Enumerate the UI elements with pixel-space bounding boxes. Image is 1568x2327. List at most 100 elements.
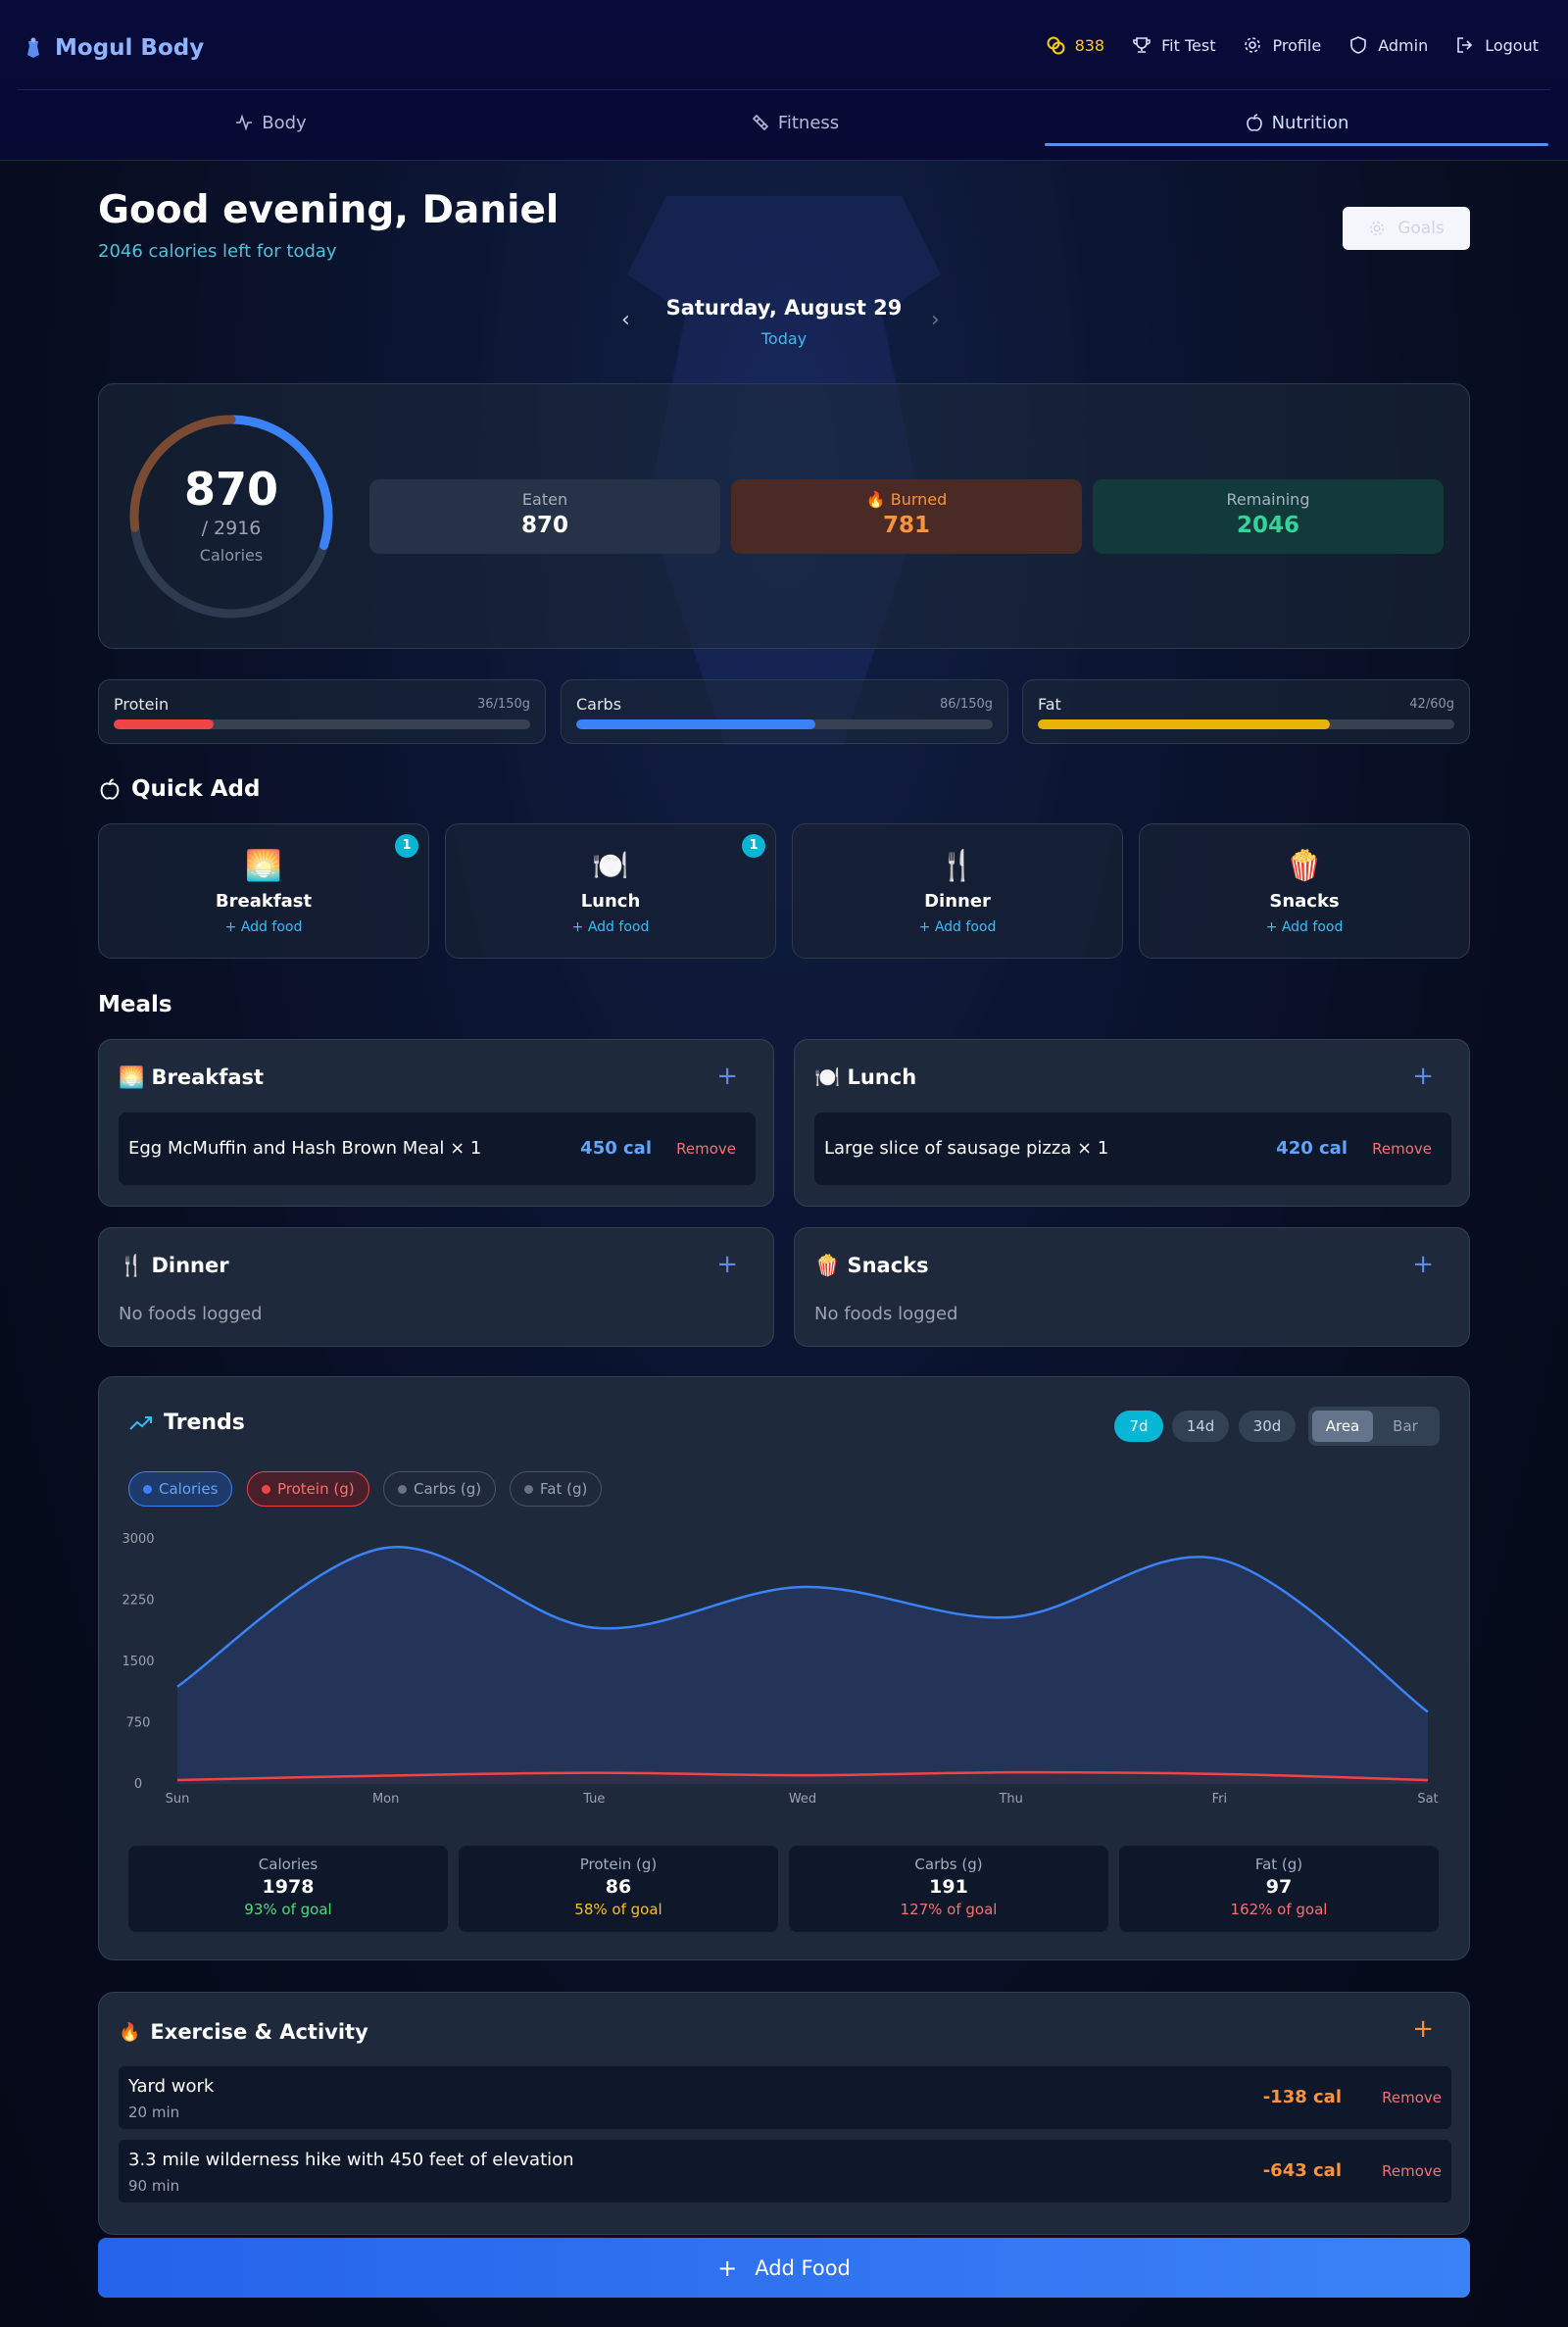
trend-stat-percent: 93% of goal xyxy=(244,1901,332,1918)
food-name: Egg McMuffin and Hash Brown Meal × 1 xyxy=(128,1138,482,1159)
series-toggle-calories[interactable]: Calories xyxy=(128,1471,233,1507)
series-toggle-fat[interactable]: Fat (g) xyxy=(510,1471,603,1507)
x-tick-label: Wed xyxy=(789,1792,816,1807)
count-badge: 1 xyxy=(742,834,765,858)
x-tick-label: Mon xyxy=(372,1792,399,1807)
add-exercise-plus-icon[interactable]: + xyxy=(1412,2014,1434,2044)
food-name: Large slice of sausage pizza × 1 xyxy=(824,1138,1109,1159)
add-lunch-plus-icon[interactable]: + xyxy=(1412,1062,1434,1091)
range-7d-button[interactable]: 7d xyxy=(1114,1411,1163,1442)
meal-card-dinner: 🍴 Dinner + No foods logged xyxy=(98,1227,774,1347)
chart-view-toggle: Area Bar xyxy=(1308,1407,1440,1446)
coins-counter[interactable]: 838 xyxy=(1046,35,1105,55)
gear-icon xyxy=(1245,37,1261,53)
goals-button-label: Goals xyxy=(1397,219,1445,238)
quick-add-name: Breakfast xyxy=(215,891,313,912)
fork-knife-icon: 🍴 xyxy=(939,849,976,883)
remove-exercise-button[interactable]: Remove xyxy=(1382,2089,1442,2106)
coins-value: 838 xyxy=(1074,35,1105,55)
exercise-row: Yard work 20 min -138 cal Remove xyxy=(119,2066,1451,2129)
calorie-summary-card: 870 / 2916 Calories Eaten 870 🔥 Burned 7… xyxy=(98,383,1470,649)
macro-name: Fat xyxy=(1038,695,1061,714)
goals-button[interactable]: Goals xyxy=(1343,207,1470,250)
burned-stat: 🔥 Burned 781 xyxy=(731,479,1082,554)
nav-profile[interactable]: Profile xyxy=(1243,35,1321,55)
trend-stat-percent: 58% of goal xyxy=(574,1901,662,1918)
series-dot xyxy=(262,1484,270,1494)
tab-body[interactable]: Body xyxy=(0,98,541,147)
top-navigation-bar: Mogul Body 838 Fit Test Profile xyxy=(0,0,1568,161)
calorie-ring xyxy=(129,415,333,619)
macro-protein: Protein 36/150g xyxy=(98,679,546,744)
shield-icon xyxy=(1350,36,1367,54)
add-food-label: Add Food xyxy=(755,2255,851,2280)
next-day-chevron-icon[interactable]: › xyxy=(931,308,940,332)
quick-add-name: Snacks xyxy=(1269,891,1340,912)
range-30d-button[interactable]: 30d xyxy=(1239,1411,1296,1442)
quick-add-lunch[interactable]: 🍽️ Lunch + Add food 1 xyxy=(445,823,776,959)
food-calories: 420 cal xyxy=(1276,1138,1348,1159)
add-food-button[interactable]: + Add Food xyxy=(98,2238,1470,2298)
quick-add-link[interactable]: + Add food xyxy=(571,919,650,935)
empty-message: No foods logged xyxy=(814,1304,958,1324)
series-line-0 xyxy=(176,1545,1429,1713)
quick-add-link[interactable]: + Add food xyxy=(224,919,303,935)
view-area-button[interactable]: Area xyxy=(1312,1411,1373,1442)
remove-exercise-button[interactable]: Remove xyxy=(1382,2162,1442,2180)
previous-day-chevron-icon[interactable]: ‹ xyxy=(621,308,630,332)
series-label: Protein (g) xyxy=(277,1480,355,1498)
nav-fit-test[interactable]: Fit Test xyxy=(1132,35,1215,55)
macro-value: 36/150g xyxy=(477,697,530,712)
x-tick-label: Thu xyxy=(998,1792,1022,1807)
meal-card-breakfast: 🌅 Breakfast + Egg McMuffin and Hash Brow… xyxy=(98,1039,774,1207)
burned-label-row: 🔥 Burned xyxy=(731,490,1082,509)
series-toggle-carbs[interactable]: Carbs (g) xyxy=(383,1471,497,1507)
nav-logout[interactable]: Logout xyxy=(1455,35,1539,55)
ring-calories-goal: / 2916 xyxy=(201,518,262,539)
tab-fitness[interactable]: Fitness xyxy=(524,98,1065,147)
remove-food-button[interactable]: Remove xyxy=(676,1140,736,1158)
series-toggle-protein[interactable]: Protein (g) xyxy=(247,1471,369,1507)
trend-stat-carbs: Carbs (g) 191 127% of goal xyxy=(789,1846,1108,1932)
nav-admin[interactable]: Admin xyxy=(1348,35,1428,55)
y-tick-label: 0 xyxy=(134,1777,142,1792)
x-tick-label: Sat xyxy=(1417,1792,1438,1807)
empty-message: No foods logged xyxy=(119,1304,263,1324)
nav-logout-label: Logout xyxy=(1485,35,1539,55)
add-snacks-plus-icon[interactable]: + xyxy=(1412,1250,1434,1279)
view-bar-button[interactable]: Bar xyxy=(1393,1417,1418,1435)
remaining-label: Remaining xyxy=(1226,490,1310,509)
food-calories: 450 cal xyxy=(580,1138,652,1159)
count-badge: 1 xyxy=(395,834,418,858)
trends-title: Trends xyxy=(164,1411,245,1435)
remove-food-button[interactable]: Remove xyxy=(1372,1140,1432,1158)
range-14d-button[interactable]: 14d xyxy=(1172,1411,1229,1442)
nav-profile-label: Profile xyxy=(1272,35,1322,55)
food-row: Egg McMuffin and Hash Brown Meal × 1 450… xyxy=(119,1113,756,1185)
exercise-row: 3.3 mile wilderness hike with 450 feet o… xyxy=(119,2140,1451,2203)
quick-add-link[interactable]: + Add food xyxy=(918,919,997,935)
quick-add-name: Lunch xyxy=(580,891,641,912)
x-tick-label: Fri xyxy=(1212,1792,1228,1807)
brand[interactable]: Mogul Body xyxy=(25,35,204,61)
quick-add-dinner[interactable]: 🍴 Dinner + Add food xyxy=(792,823,1123,959)
quick-add-link[interactable]: + Add food xyxy=(1265,919,1344,935)
add-breakfast-plus-icon[interactable]: + xyxy=(716,1062,738,1091)
tab-fitness-label: Fitness xyxy=(777,112,840,133)
quick-add-snacks[interactable]: 🍿 Snacks + Add food xyxy=(1139,823,1470,959)
today-link[interactable]: Today xyxy=(760,329,808,348)
exercise-calories: -643 cal xyxy=(1262,2160,1342,2181)
series-dot xyxy=(524,1484,533,1494)
apple-icon xyxy=(1246,114,1262,131)
meal-title: 🍽️ Lunch xyxy=(814,1065,917,1089)
activity-icon xyxy=(236,114,253,131)
quick-add-breakfast[interactable]: 🌅 Breakfast + Add food 1 xyxy=(98,823,429,959)
add-dinner-plus-icon[interactable]: + xyxy=(716,1250,738,1279)
popcorn-icon: 🍿 xyxy=(1286,849,1323,883)
series-label: Fat (g) xyxy=(540,1480,588,1498)
tab-nutrition[interactable]: Nutrition xyxy=(1045,98,1548,147)
exercise-duration: 90 min xyxy=(128,2177,180,2195)
trend-stat-label: Fat (g) xyxy=(1254,1856,1303,1873)
coins-icon xyxy=(1047,36,1065,55)
logout-icon xyxy=(1457,37,1473,53)
